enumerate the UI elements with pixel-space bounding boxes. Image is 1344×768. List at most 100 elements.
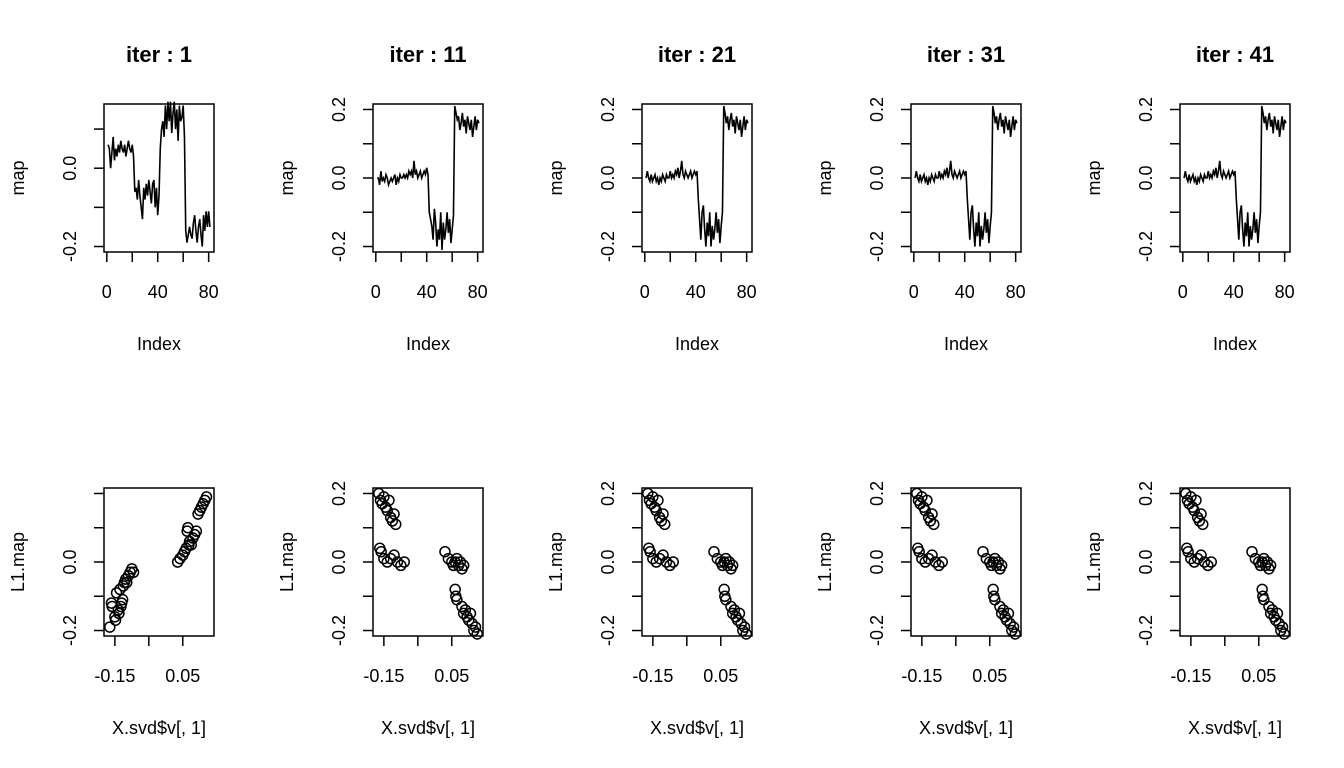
chart-panel-2: 0 40 80 -0.2 0.0 0.2 iter : 11 Index map bbox=[277, 42, 488, 354]
y-tick-label: 0.0 bbox=[598, 165, 618, 190]
data-point bbox=[655, 515, 668, 527]
x-tick-label: 0.05 bbox=[703, 666, 738, 686]
x-axis-label: X.svd$v[, 1] bbox=[919, 718, 1013, 738]
y-tick-label: -0.2 bbox=[60, 615, 80, 646]
data-point bbox=[927, 518, 940, 531]
data-point bbox=[116, 593, 129, 606]
y-axis-label: map bbox=[277, 160, 297, 195]
y-axis-label: L1.map bbox=[1084, 532, 1104, 592]
y-tick-label: 0.2 bbox=[329, 97, 349, 122]
y-axis-label: L1.map bbox=[8, 532, 28, 592]
data-point bbox=[916, 552, 928, 565]
data-point bbox=[725, 600, 737, 613]
x-tick-label: 80 bbox=[1275, 282, 1295, 302]
chart-panel-3: 0 40 80 -0.2 0.0 0.2 iter : 21 Index map bbox=[546, 42, 757, 354]
data-point bbox=[720, 552, 732, 565]
x-tick-label: 0 bbox=[1178, 282, 1188, 302]
x-axis-label: X.svd$v[, 1] bbox=[112, 718, 206, 738]
data-point bbox=[929, 556, 942, 568]
data-point bbox=[1263, 600, 1275, 613]
data-point bbox=[1269, 614, 1282, 626]
data-point bbox=[723, 556, 736, 568]
data-point bbox=[933, 559, 945, 572]
x-tick-label: 80 bbox=[199, 282, 219, 302]
plot-frame bbox=[103, 103, 215, 253]
data-point bbox=[1009, 628, 1021, 640]
y-tick-label: 0.0 bbox=[1136, 549, 1156, 574]
x-tick-label: 40 bbox=[686, 282, 706, 302]
data-point bbox=[1195, 549, 1207, 561]
x-tick-label: -0.15 bbox=[363, 666, 404, 686]
series-line bbox=[1183, 105, 1287, 247]
chart-title: iter : 41 bbox=[1196, 42, 1274, 67]
y-tick-label: 0.2 bbox=[1136, 481, 1156, 506]
data-point bbox=[398, 556, 410, 568]
y-axis-label: map bbox=[1084, 160, 1104, 195]
data-point bbox=[375, 545, 387, 558]
data-point bbox=[1004, 617, 1016, 630]
x-tick-label: 40 bbox=[955, 282, 975, 302]
data-point bbox=[190, 525, 203, 537]
y-tick-label: 0.0 bbox=[329, 549, 349, 574]
data-point bbox=[127, 566, 140, 579]
data-point bbox=[109, 614, 122, 626]
x-axis-label: Index bbox=[944, 334, 988, 354]
data-point bbox=[471, 628, 483, 640]
data-point bbox=[708, 545, 720, 558]
data-point bbox=[726, 559, 739, 572]
data-point bbox=[389, 518, 402, 531]
data-point bbox=[731, 614, 744, 626]
data-point bbox=[1276, 621, 1289, 633]
data-point bbox=[439, 545, 451, 558]
y-tick-label: 0.2 bbox=[598, 97, 618, 122]
series-line bbox=[645, 105, 749, 247]
y-tick-label: 0.2 bbox=[1136, 97, 1156, 122]
y-tick-label: 0.2 bbox=[867, 97, 887, 122]
data-point bbox=[466, 617, 478, 630]
x-tick-label: -0.15 bbox=[1170, 666, 1211, 686]
data-point bbox=[1193, 515, 1206, 527]
data-point bbox=[171, 556, 184, 568]
y-tick-label: 0.2 bbox=[329, 481, 349, 506]
y-tick-label: -0.2 bbox=[329, 231, 349, 262]
series-line bbox=[914, 105, 1018, 247]
data-point bbox=[454, 556, 467, 568]
data-point bbox=[1198, 556, 1211, 568]
x-axis-label: X.svd$v[, 1] bbox=[381, 718, 475, 738]
y-tick-label: -0.2 bbox=[867, 615, 887, 646]
y-tick-label: -0.2 bbox=[1136, 231, 1156, 262]
x-axis-label: Index bbox=[406, 334, 450, 354]
data-point bbox=[738, 621, 751, 633]
data-point bbox=[1000, 614, 1013, 626]
y-tick-label: 0.0 bbox=[867, 549, 887, 574]
x-tick-label: 80 bbox=[468, 282, 488, 302]
data-point bbox=[924, 515, 937, 527]
data-point bbox=[977, 545, 989, 558]
x-tick-label: -0.15 bbox=[901, 666, 942, 686]
data-point bbox=[1278, 628, 1290, 640]
data-point bbox=[386, 515, 399, 527]
data-point bbox=[395, 559, 407, 572]
y-tick-label: 0.0 bbox=[1136, 165, 1156, 190]
data-point bbox=[200, 491, 213, 503]
y-tick-label: -0.2 bbox=[598, 615, 618, 646]
data-point bbox=[1205, 556, 1217, 568]
chart-panel-9: -0.15 0.05 -0.2 0.0 0.2 X.svd$v[, 1] L1.map bbox=[815, 481, 1022, 738]
series-line bbox=[377, 105, 480, 250]
y-axis-label: map bbox=[546, 160, 566, 195]
y-tick-label: -0.2 bbox=[60, 231, 80, 262]
y-tick-label: 0.0 bbox=[867, 165, 887, 190]
chart-title: iter : 1 bbox=[126, 42, 192, 67]
data-point bbox=[1182, 545, 1194, 558]
x-tick-label: 0 bbox=[371, 282, 381, 302]
data-point bbox=[664, 559, 676, 572]
x-axis-label: Index bbox=[137, 334, 181, 354]
data-point bbox=[1191, 552, 1204, 565]
data-point bbox=[113, 607, 125, 620]
x-tick-label: 0 bbox=[909, 282, 919, 302]
data-point bbox=[462, 614, 475, 626]
data-point bbox=[1246, 545, 1258, 558]
data-point bbox=[660, 556, 673, 568]
data-point bbox=[391, 556, 404, 568]
